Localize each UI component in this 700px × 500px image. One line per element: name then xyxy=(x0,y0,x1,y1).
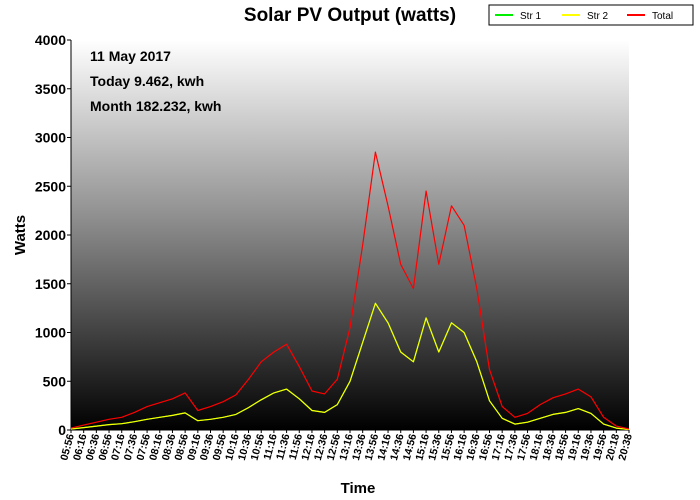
series-lines xyxy=(71,151,629,430)
legend-label: Str 1 xyxy=(520,11,542,22)
annotation-month: Month 182.232, kwh xyxy=(90,98,221,114)
legend-label: Total xyxy=(652,11,673,22)
legend: Str 1 Str 2 Total xyxy=(488,4,694,26)
y-tick-label: 1500 xyxy=(35,276,66,292)
y-tick-label: 4000 xyxy=(35,32,66,48)
series-line-str-2 xyxy=(71,302,629,430)
x-axis-label: Time xyxy=(341,480,376,497)
annotations: 11 May 2017 Today 9.462, kwh Month 182.2… xyxy=(90,48,221,114)
y-axis-label: Watts xyxy=(12,215,29,255)
y-tick-label: 2000 xyxy=(35,227,66,243)
plot-area xyxy=(71,40,629,430)
y-tick-label: 3500 xyxy=(35,81,66,97)
y-tick-label: 1000 xyxy=(35,325,66,341)
annotation-today: Today 9.462, kwh xyxy=(90,73,204,89)
y-tick-label: 3000 xyxy=(35,130,66,146)
y-tick-label: 0 xyxy=(58,422,66,438)
legend-label: Str 2 xyxy=(587,11,609,22)
y-tick-label: 2500 xyxy=(35,178,66,194)
y-tick-label: 500 xyxy=(43,373,67,389)
x-axis: 05:5606:1606:3606:5607:1607:3607:5608:16… xyxy=(58,429,635,462)
annotation-date: 11 May 2017 xyxy=(90,48,171,64)
chart-title: Solar PV Output (watts) xyxy=(244,5,456,26)
y-axis: 0 500 1000 1500 2000 2500 3000 3500 4000 xyxy=(35,32,72,438)
series-line-total xyxy=(71,151,629,430)
